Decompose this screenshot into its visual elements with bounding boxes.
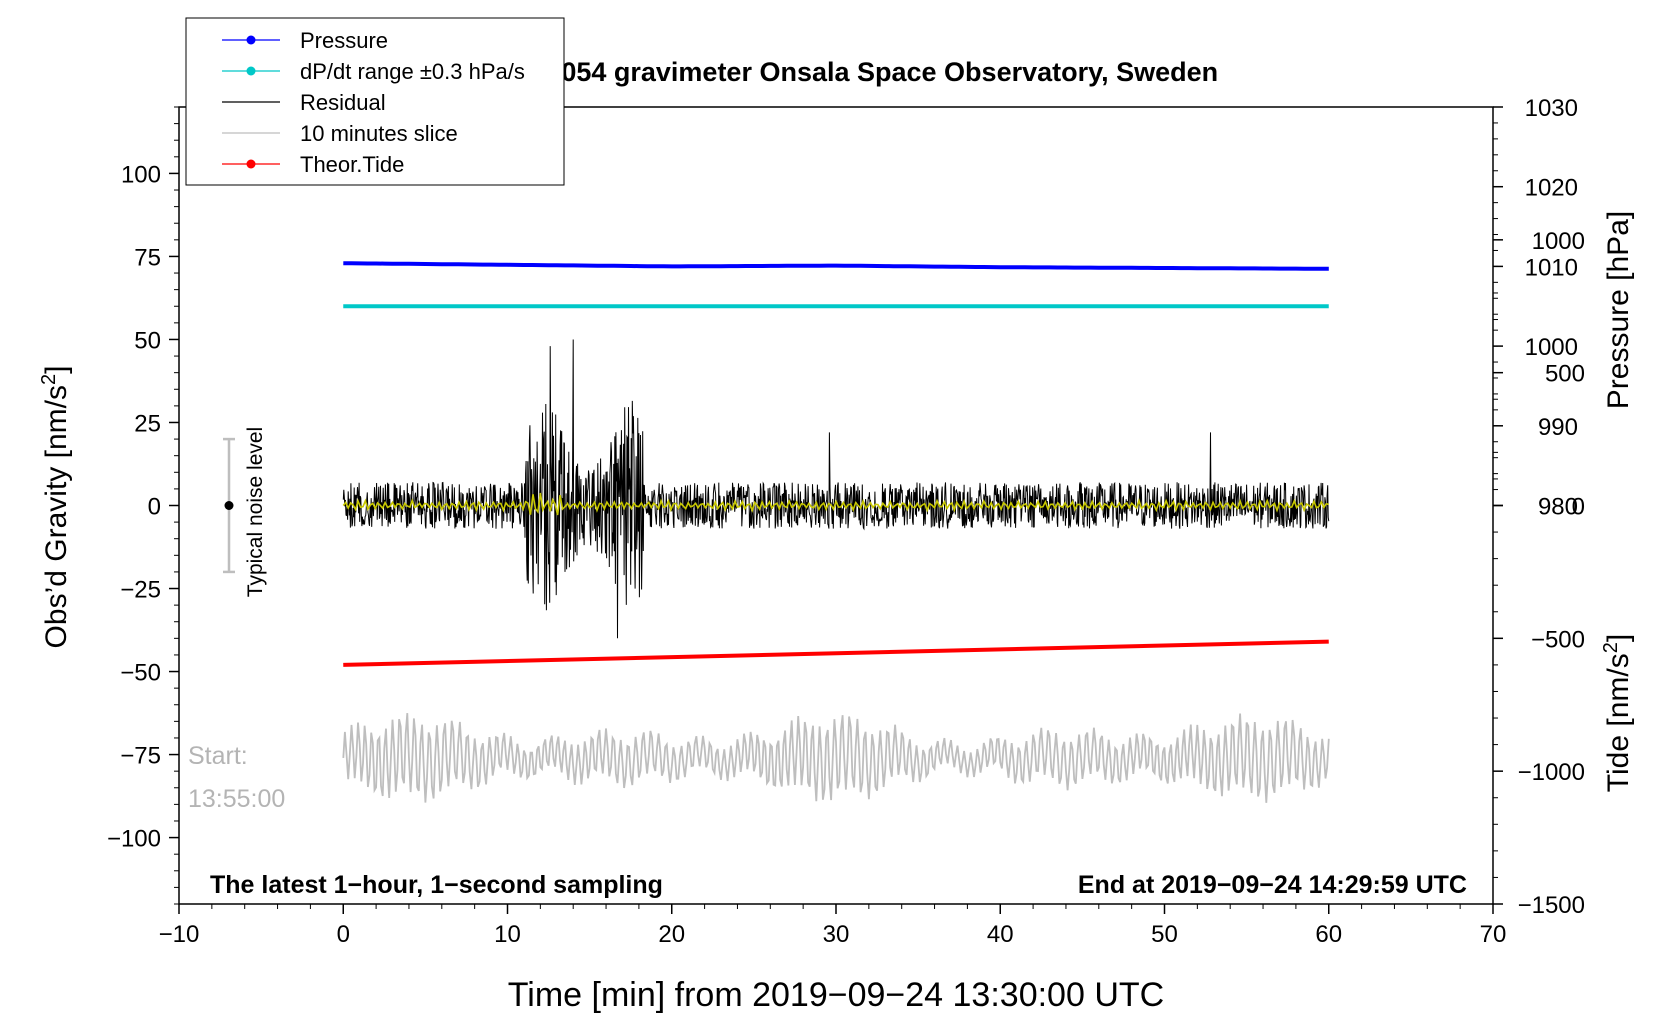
y-left-title-superscript: 2 <box>38 374 60 385</box>
smoothed-residual-line <box>342 492 1329 516</box>
y-left-tick-label: 100 <box>121 161 161 188</box>
y-left-title-bracket: ] <box>40 366 73 374</box>
chart-title: SCG_054 gravimeter Onsala Space Observat… <box>488 57 1218 87</box>
legend-label-2: Residual <box>300 90 386 115</box>
y-left-axis: 100 75 50 25 0 −25 −50 −75 −100 <box>107 106 179 905</box>
noise-center-dot <box>224 501 234 510</box>
series-layer <box>342 261 1330 803</box>
tide-tick-label: 500 <box>1545 361 1585 388</box>
x-tick-label: 70 <box>1480 921 1507 948</box>
legend-entries: Pressure dP/dt range ±0.3 hPa/s Residual 10… <box>222 28 525 177</box>
noise-indicator: Typical noise level <box>223 427 267 597</box>
legend-label-1: dP/dt range ±0.3 hPa/s <box>300 59 525 84</box>
pressure-tick-label: 1020 <box>1525 175 1578 202</box>
y-left-tick-label: −75 <box>120 743 161 770</box>
pressure-tick-label: 990 <box>1538 414 1578 441</box>
slice-series-line <box>342 713 1330 803</box>
y-left-tick-label: −25 <box>120 577 161 604</box>
tide-title-text: Tide [nm/s <box>1602 653 1635 792</box>
tide-title-bracket: ] <box>1602 634 1635 642</box>
legend: Pressure dP/dt range ±0.3 hPa/s Residual 10… <box>185 17 565 186</box>
x-tick-label: 0 <box>337 921 350 948</box>
x-tick-label: 60 <box>1315 921 1342 948</box>
y-left-tick-label: −100 <box>107 826 161 853</box>
y-left-axis-title: Obs’d Gravity [nm/s2] <box>38 366 73 649</box>
y-left-tick-label: −50 <box>120 660 161 687</box>
tide-series-line <box>343 639 1329 667</box>
x-tick-label: −10 <box>159 921 200 948</box>
x-axis-title: Time [min] from 2019−09−24 13:30:00 UTC <box>508 976 1164 1014</box>
tide-tick-label: −1500 <box>1518 892 1585 919</box>
legend-marker-4 <box>246 159 256 169</box>
residual-series-line <box>342 339 1330 639</box>
tide-title-superscript: 2 <box>1600 642 1622 653</box>
pressure-axis: 1030 1020 1010 1000 990 980 <box>1493 95 1578 521</box>
start-label: Start: <box>188 742 248 770</box>
pressure-tick-label: 1000 <box>1525 334 1578 361</box>
y-left-tick-label: 75 <box>134 244 161 271</box>
pressure-tick-label: 1010 <box>1525 254 1578 281</box>
tide-tick-label: −500 <box>1531 626 1585 653</box>
start-time: 13:55:00 <box>188 785 285 813</box>
y-left-tick-label: 50 <box>134 327 161 354</box>
noise-label: Typical noise level <box>244 427 267 597</box>
pressure-axis-title: Pressure [hPa] <box>1602 211 1635 409</box>
pressure-tick-label: 1030 <box>1525 95 1578 122</box>
legend-label-4: Theor.Tide <box>300 152 404 177</box>
x-tick-label: 10 <box>494 921 521 948</box>
legend-label-0: Pressure <box>300 28 388 53</box>
tide-tick-label: 1000 <box>1532 228 1585 255</box>
legend-marker-0 <box>246 35 256 45</box>
sampling-note: The latest 1−hour, 1−second sampling <box>210 871 663 899</box>
end-time-note: End at 2019−09−24 14:29:59 UTC <box>1078 871 1467 899</box>
tide-tick-label: 0 <box>1572 494 1585 521</box>
x-axis: −10 0 10 20 30 40 50 60 70 <box>159 904 1507 948</box>
legend-marker-1 <box>246 66 256 76</box>
tide-axis-title: Tide [nm/s2] <box>1600 634 1635 792</box>
pressure-series-line <box>343 261 1329 271</box>
x-tick-label: 50 <box>1151 921 1178 948</box>
x-tick-label: 40 <box>987 921 1014 948</box>
x-tick-label: 30 <box>823 921 850 948</box>
legend-label-3: 10 minutes slice <box>300 121 458 146</box>
y-left-tick-label: 0 <box>148 494 161 521</box>
y-left-tick-label: 25 <box>134 410 161 437</box>
y-left-title-text: Obs’d Gravity [nm/s <box>40 385 73 648</box>
x-tick-label: 20 <box>658 921 685 948</box>
tide-tick-label: −1000 <box>1518 759 1585 786</box>
pressure-tick-label: 980 <box>1538 494 1578 521</box>
